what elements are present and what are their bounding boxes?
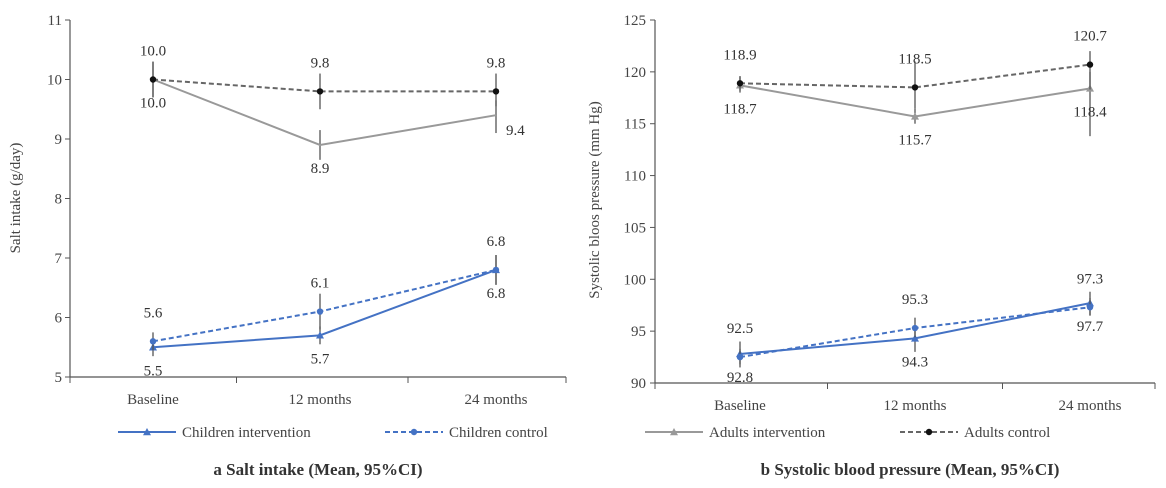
data-label: 118.4 <box>1073 104 1107 120</box>
y-tick-label: 10 <box>47 73 62 89</box>
series-line <box>152 78 497 146</box>
data-label: 95.3 <box>902 292 928 308</box>
series-adults-control: 118.9 118.5 120.7 <box>723 29 1107 109</box>
y-tick-label: 11 <box>48 13 62 29</box>
legend-label: Children control <box>449 425 548 441</box>
legend-marker <box>925 428 933 436</box>
x-tick-label: 12 months <box>289 392 352 408</box>
data-point <box>1086 304 1094 311</box>
data-label: 5.5 <box>144 363 163 379</box>
y-tick-label: 100 <box>624 272 647 288</box>
data-label: 9.4 <box>506 123 525 139</box>
y-axis-label: Salt intake (g/day) <box>8 143 24 254</box>
series-unlabeled-3: 92.5 95.3 97.3 <box>727 271 1103 365</box>
y-tick-label: 110 <box>624 169 646 185</box>
data-label: 118.5 <box>898 51 931 67</box>
x-tick-label: 24 months <box>1059 398 1122 414</box>
y-tick-label: 9 <box>55 132 63 148</box>
panel-b-systolic-blood-pressure: 90 95 100 105 110 115 120 125 Baseline 12 months 2… <box>587 13 1156 479</box>
data-label: 94.3 <box>902 354 928 370</box>
x-tick-label: 24 months <box>465 392 528 408</box>
series-line <box>152 78 496 93</box>
panel-caption: a Salt intake (Mean, 95%CI) <box>213 460 422 479</box>
data-point <box>492 266 500 274</box>
data-point <box>736 80 744 87</box>
data-label: 10.0 <box>140 44 166 60</box>
data-point <box>911 112 919 120</box>
data-label: 8.9 <box>311 161 330 177</box>
data-point <box>149 338 157 345</box>
y-tick-label: 105 <box>624 220 647 236</box>
data-point <box>316 308 324 315</box>
y-tick-label: 120 <box>624 65 647 81</box>
data-label: 9.8 <box>311 55 330 71</box>
data-point <box>911 334 919 342</box>
y-tick-label: 6 <box>55 311 63 327</box>
data-label: 5.6 <box>144 305 163 321</box>
y-tick-label: 7 <box>55 251 63 267</box>
legend-label: Children intervention <box>182 425 311 441</box>
series-line <box>739 63 1091 89</box>
series-adults-intervention: 118.7 115.7 118.4 <box>723 71 1107 148</box>
data-label: 6.8 <box>487 234 506 250</box>
data-label: 120.7 <box>1073 29 1107 45</box>
y-tick-label: 115 <box>624 117 646 133</box>
x-tick-label: 12 months <box>884 398 947 414</box>
data-point <box>1086 61 1094 68</box>
y-tick-label: 8 <box>55 192 63 208</box>
data-label: 118.9 <box>723 47 756 63</box>
legend-item: Adults control <box>900 425 1050 441</box>
legend-marker <box>670 428 678 436</box>
series-unlabeled-2: 10.0 8.9 9.4 <box>140 61 525 177</box>
x-tick-label: Baseline <box>714 398 766 414</box>
data-point <box>492 88 500 95</box>
y-tick-label: 95 <box>631 324 646 340</box>
panel-a-salt-intake: 5 6 7 8 9 10 11 Baseline 12 months 24 months Salt … <box>8 13 567 479</box>
data-label: 6.1 <box>311 276 330 292</box>
legend-item: Children intervention <box>118 425 311 441</box>
legend-marker <box>143 428 151 436</box>
y-tick-label: 90 <box>631 376 646 392</box>
data-label: 6.8 <box>487 286 506 302</box>
legend-label: Adults intervention <box>709 425 826 441</box>
data-label: 97.3 <box>1077 271 1103 287</box>
data-label: 97.7 <box>1077 319 1104 335</box>
y-axis-label: Systolic bloos pressure (mm Hg) <box>587 101 603 298</box>
legend-label: Adults control <box>964 425 1050 441</box>
data-label: 92.5 <box>727 321 753 337</box>
data-point <box>149 76 157 83</box>
series-unlabeled-3: 10.0 9.8 9.8 <box>140 44 506 110</box>
panel-caption: b Systolic blood pressure (Mean, 95%CI) <box>761 460 1060 479</box>
data-label: 10.0 <box>140 96 166 112</box>
legend-item: Adults intervention <box>645 425 826 441</box>
data-point <box>316 88 324 95</box>
series-children-control: 5.6 6.1 6.8 <box>144 234 506 351</box>
series-children-intervention: 5.5 5.7 6.8 <box>144 255 506 379</box>
legend-marker <box>410 428 418 436</box>
data-point <box>316 331 324 339</box>
data-label: 115.7 <box>898 132 932 148</box>
x-tick-label: Baseline <box>127 392 179 408</box>
data-label: 118.7 <box>723 101 757 117</box>
data-point <box>911 84 919 91</box>
y-tick-label: 5 <box>55 370 63 386</box>
data-label: 92.8 <box>727 370 753 386</box>
data-point <box>911 324 919 332</box>
y-tick-label: 125 <box>624 13 647 29</box>
legend-item: Children control <box>385 425 548 441</box>
data-label: 5.7 <box>311 351 330 367</box>
data-point <box>736 353 744 361</box>
data-label: 9.8 <box>487 55 506 71</box>
